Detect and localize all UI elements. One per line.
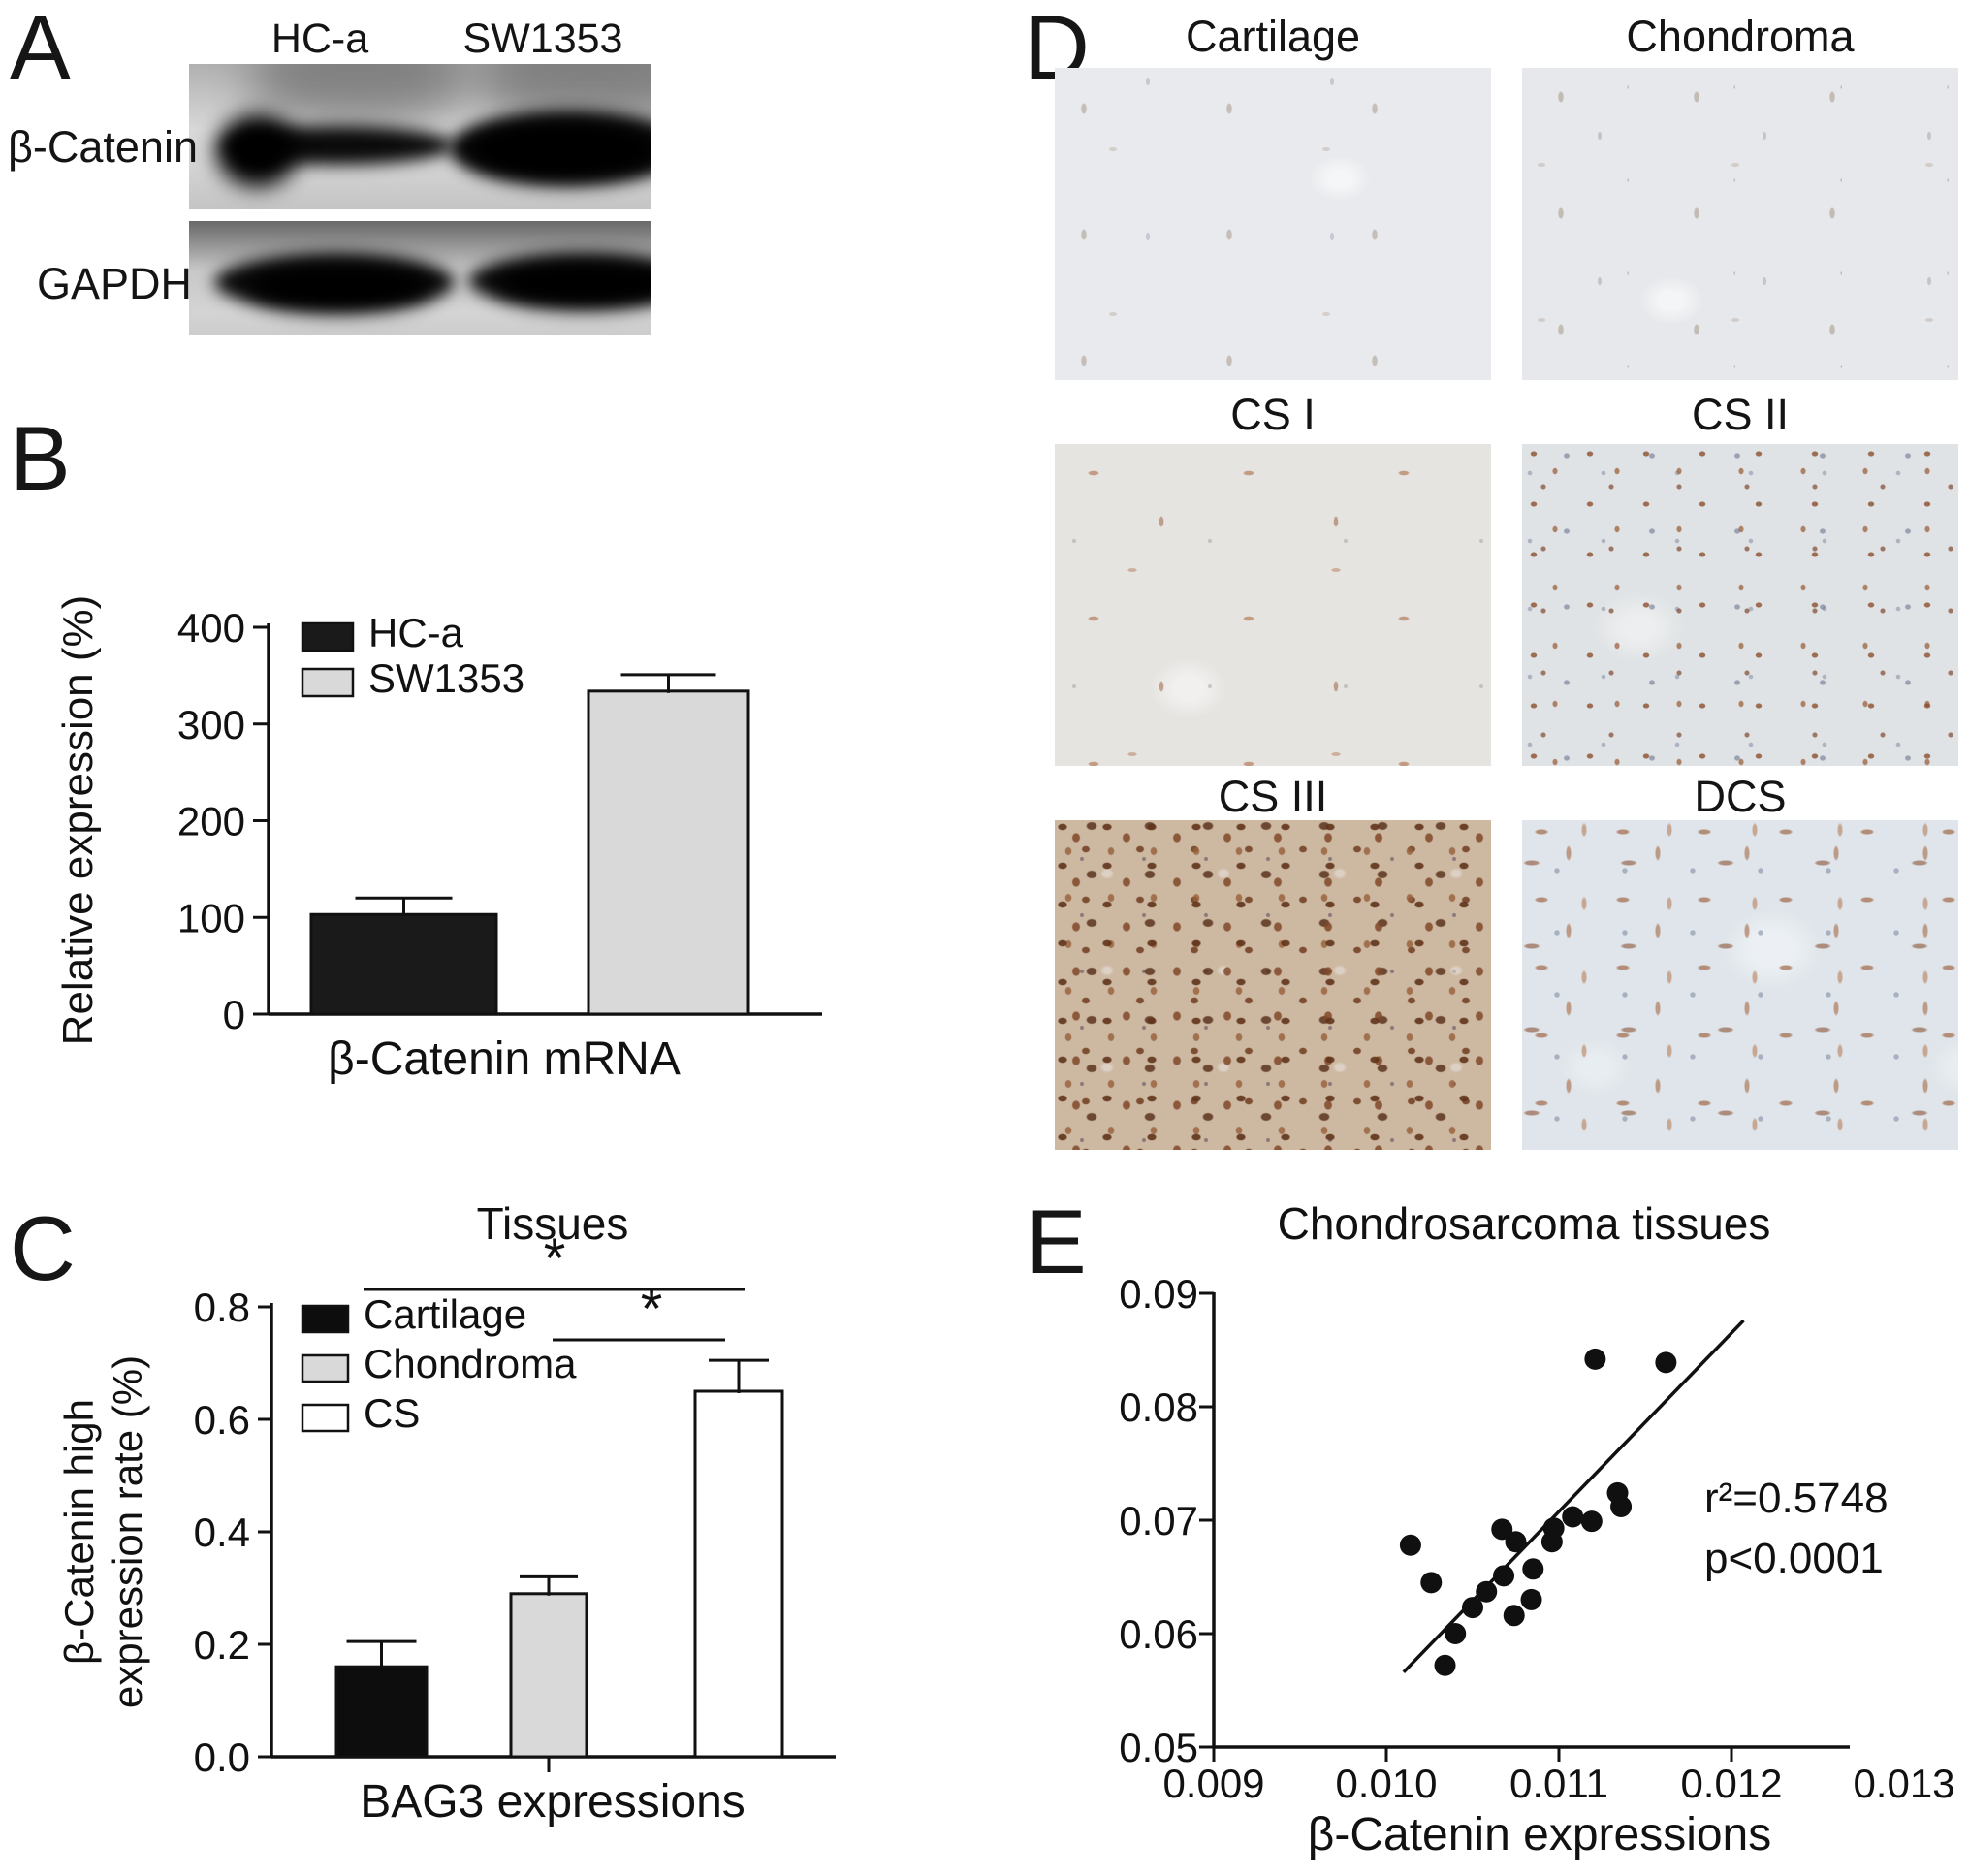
ihc-label-cs2: CS II [1691,390,1790,439]
y-tick-label: 0.05 [1119,1725,1198,1770]
bar-HC-a [309,912,498,1016]
y-tick-label: 100 [177,895,245,940]
y-tick-label: 0.4 [194,1510,250,1555]
bar-Chondroma [509,1592,588,1759]
ihc-image-cs1 [1055,444,1491,766]
panel-b-letter: B [10,407,71,509]
gapdh-band-hca-core [247,264,431,310]
westernblot-bcatenin-film [189,64,651,209]
significance-asterisk: * [544,1227,566,1290]
y-tick-label: 400 [177,605,245,651]
data-point [1655,1351,1677,1374]
y-tick-label: 300 [177,702,245,747]
panel-e: 0.05 0.06 0.07 0.08 0.09 0.009 0.010 0.011 0.012… [1119,1198,1954,1860]
blot-row-label-bcatenin: β-Catenin [8,122,198,172]
ihc-image-cs2 [1522,444,1958,766]
data-point [1580,1510,1603,1533]
ihc-image-cs3 [1055,820,1491,1150]
ihc-label-dcs: DCS [1694,772,1787,821]
y-tick-label: 0.08 [1119,1384,1198,1430]
panel-e-letter: E [1026,1191,1087,1292]
ihc-label-cs3: CS III [1218,772,1328,821]
ihc-label-cs1: CS I [1230,390,1316,439]
panel-a-letter: A [10,0,71,98]
data-point [1522,1558,1544,1580]
ihc-label-chondroma: Chondroma [1626,12,1855,61]
annotation-2: p<0.0001 [1704,1535,1884,1582]
legend-label: SW1353 [368,655,524,701]
data-point [1505,1531,1527,1553]
data-point [1584,1348,1606,1370]
legend-label: CS [364,1390,420,1436]
annotation-1: r²=0.5748 [1704,1475,1889,1522]
x-tick-label: 0.012 [1680,1761,1782,1806]
gapdh-band-sw1353-core [494,262,651,306]
x-axis-label: BAG3 expressions [360,1776,746,1828]
y-axis-label-line1: β-Catenin high [56,1399,102,1665]
y-tick-label: 0.07 [1119,1498,1198,1543]
y-tick-label: 0.09 [1119,1271,1198,1317]
significance-asterisk: * [641,1278,663,1341]
y-tick-label: 0.06 [1119,1611,1198,1657]
ihc-image-cartilage [1055,68,1491,380]
data-point [1520,1588,1542,1610]
ihc-image-chondroma [1522,68,1958,380]
legend-swatch-SW1353 [301,667,355,698]
y-tick-label: 0.8 [194,1285,250,1330]
data-point [1434,1654,1456,1676]
legend-label: HC-a [368,610,464,655]
chart-title: Tissues [477,1198,629,1249]
data-point [1399,1534,1421,1556]
x-tick-label: 0.011 [1509,1761,1608,1806]
westernblot-gapdh-film [189,221,651,335]
data-point [1610,1495,1633,1517]
legend-swatch-CS [301,1403,350,1433]
legend-swatch-HC-a [301,621,355,652]
x-tick-label: 0.009 [1162,1761,1264,1806]
bar-SW1353 [587,689,750,1016]
x-tick-label: 0.013 [1853,1761,1954,1806]
data-point [1503,1605,1525,1627]
ihc-image-dcs [1522,820,1958,1150]
data-point [1491,1518,1513,1541]
trend-line [1402,1319,1745,1673]
data-point [1542,1517,1565,1540]
y-tick-label: 0.2 [194,1622,250,1668]
y-axis-label: Relative expression (%) [54,595,102,1046]
y-axis-label-line2: expression rate (%) [105,1355,150,1708]
legend-label: Chondroma [364,1341,577,1386]
legend-label: Cartilage [364,1291,526,1337]
y-tick-label: 0.6 [194,1397,250,1443]
data-point [1462,1597,1483,1619]
x-axis-label: β-Catenin mRNA [328,1033,681,1085]
ihc-label-cartilage: Cartilage [1185,12,1361,61]
chart-title: Chondrosarcoma tissues [1278,1198,1771,1249]
bar-Cartilage [334,1665,429,1759]
y-tick-label: 0.0 [194,1734,250,1780]
y-tick-label: 0 [223,992,245,1037]
legend-swatch-Cartilage [301,1304,350,1334]
data-point [1420,1572,1443,1594]
lane-label-hca: HC-a [270,16,369,62]
data-point [1493,1565,1515,1587]
x-axis-label: β-Catenin expressions [1308,1809,1772,1860]
bar-CS [693,1389,784,1759]
x-tick-label: 0.010 [1335,1761,1437,1806]
bcatenin-band-hca-core [216,114,299,187]
data-point [1476,1580,1498,1603]
y-tick-label: 200 [177,799,245,844]
lane-label-sw1353: SW1353 [462,16,623,62]
data-point [1445,1623,1467,1644]
bcatenin-band-sw1353-core [465,120,651,180]
data-point [1562,1506,1584,1528]
legend-swatch-Chondroma [301,1353,350,1383]
blot-row-label-gapdh: GAPDH [37,259,193,308]
panel-c-letter: C [10,1197,76,1299]
